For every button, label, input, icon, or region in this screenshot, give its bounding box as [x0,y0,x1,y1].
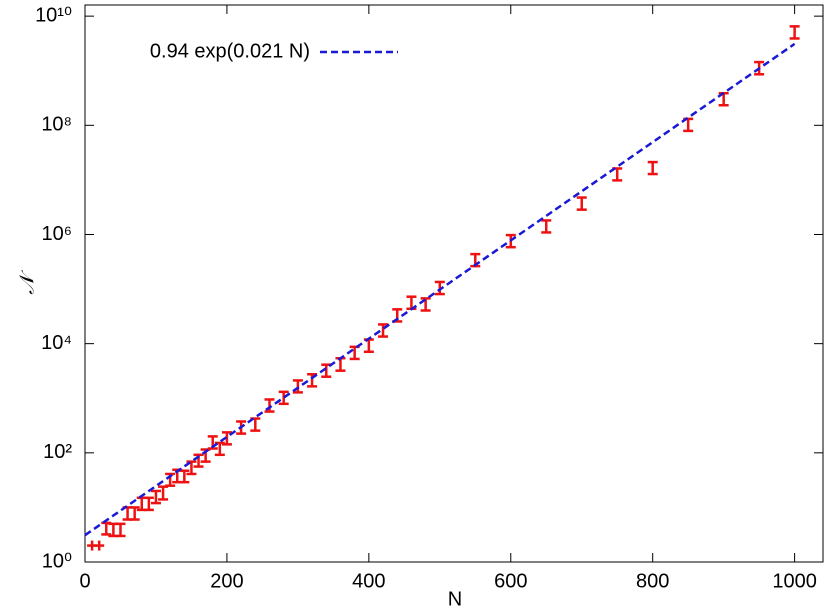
error-point [115,522,126,538]
error-point [349,345,360,361]
error-point [576,196,587,211]
y-tick-label: 10⁶ [42,223,72,245]
error-point [186,460,197,476]
x-tick-label: 600 [494,570,527,592]
error-point [129,506,140,521]
error-point [363,338,374,354]
x-tick-label: 400 [352,570,385,592]
y-tick-label: 10⁸ [41,114,72,136]
error-point [150,489,161,505]
error-point [158,485,169,501]
fit-line [84,42,796,537]
y-tick-label: 10⁰ [42,550,72,572]
error-point [789,25,800,40]
error-point [647,160,658,176]
error-point [143,496,154,512]
x-tick-label: 800 [636,570,669,592]
error-point [264,398,275,413]
plot-frame [84,4,824,563]
x-tick-label: 0 [79,570,90,592]
x-axis-label: N [448,588,462,610]
y-axis-label: 𝒩 [16,270,38,295]
x-tick-label: 200 [210,570,243,592]
error-point [378,323,389,338]
error-point [434,280,445,296]
error-point [278,390,289,406]
error-point [541,219,552,234]
error-point [94,540,105,551]
x-tick-label: 1000 [772,570,817,592]
error-point [335,357,346,372]
y-tick-label: 10¹⁰ [35,4,72,26]
y-tick-label: 10⁴ [41,332,72,354]
error-point [179,469,190,484]
y-tick-label: 10² [43,441,72,463]
legend-label: 0.94 exp(0.021 N) [150,40,310,62]
